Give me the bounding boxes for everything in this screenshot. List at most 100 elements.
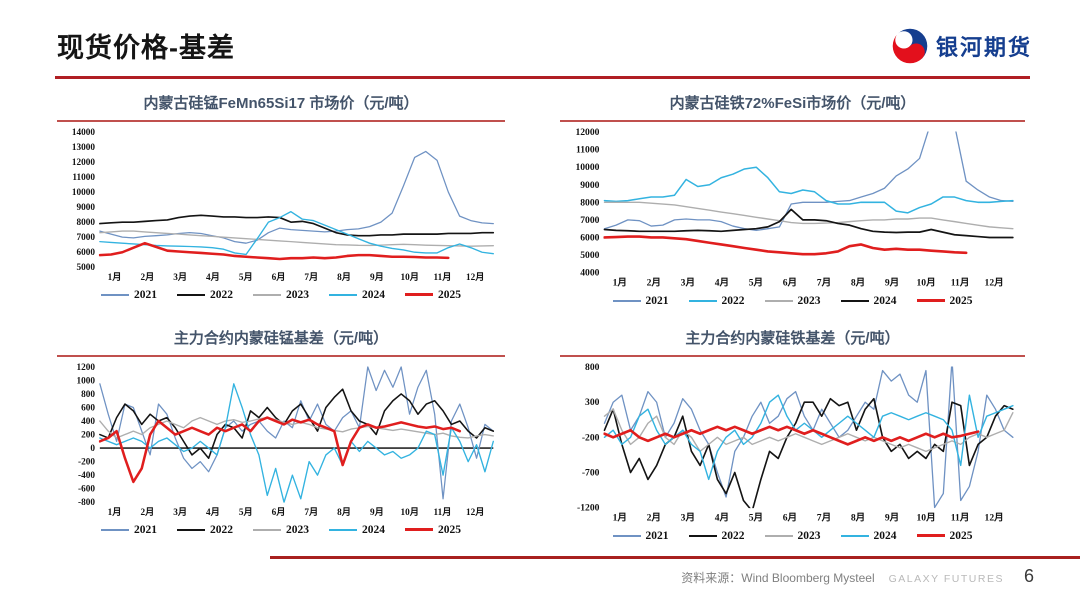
footer: 资料来源：Wind Bloomberg Mysteel GALAXY FUTUR… <box>681 566 1034 587</box>
chart-title: 主力合约内蒙硅锰基差（元/吨） <box>57 323 505 357</box>
series-line-2024 <box>603 394 1014 481</box>
x-tick-label: 6月 <box>783 513 797 524</box>
legend-swatch <box>329 528 357 531</box>
y-tick-label: 1200 <box>76 363 95 373</box>
x-tick-label: 6月 <box>272 507 286 518</box>
series-line-2025 <box>98 241 450 261</box>
legend-item-2025: 2025 <box>916 530 973 542</box>
series-line-2025 <box>603 425 980 446</box>
x-tick-label: 10月 <box>916 278 935 289</box>
y-tick-label: 0 <box>90 444 95 454</box>
series-line-2023 <box>603 201 1014 230</box>
series-line-2021 <box>603 366 1014 509</box>
chart-title: 内蒙古硅铁72%FeSi市场价（元/吨） <box>560 88 1025 122</box>
series-line-2022 <box>99 388 495 459</box>
y-tick-label: 8000 <box>580 197 599 208</box>
legend-label: 2023 <box>286 523 309 536</box>
chart-title: 主力合约内蒙硅铁基差（元/吨） <box>560 323 1025 357</box>
y-tick-label: 200 <box>81 430 95 440</box>
chart-title: 内蒙古硅锰FeMn65Si17 市场价（元/吨） <box>57 88 505 122</box>
x-tick-label: 10月 <box>400 507 418 518</box>
legend-swatch <box>405 528 433 532</box>
line-chart: 12000 11000 10000 9000 8000 7000 6000 5000 4000 1… <box>575 127 1014 289</box>
chart-plot: 14000 13000 12000 11000 10000 9000 8000 7000 600… <box>57 127 505 287</box>
legend-item-2022: 2022 <box>688 529 745 542</box>
series-line-2023 <box>99 416 494 439</box>
series-line-2021 <box>99 366 494 500</box>
y-tick-label: 10000 <box>72 188 96 198</box>
x-tick-label: 3月 <box>173 272 187 283</box>
legend-label: 2023 <box>797 294 821 307</box>
y-tick-label: 1000 <box>76 376 95 386</box>
legend-label: 2021 <box>645 529 669 542</box>
x-tick-label: 3月 <box>681 513 695 524</box>
series-line-2023 <box>603 408 1014 453</box>
header-rule <box>55 76 1030 79</box>
chart-legend: 2021 2022 2023 2024 2025 <box>560 295 1025 307</box>
legend-swatch <box>253 528 281 531</box>
y-tick-label: -200 <box>78 458 95 468</box>
x-tick-label: 11月 <box>433 507 451 518</box>
series-line-2021 <box>99 150 494 244</box>
legend-item-2022: 2022 <box>688 294 745 307</box>
x-tick-label: 6月 <box>783 278 797 289</box>
legend-label: 2023 <box>797 529 821 542</box>
x-tick-label: 11月 <box>951 278 970 289</box>
x-tick-label: 9月 <box>885 278 899 289</box>
y-tick-label: 12000 <box>72 158 96 168</box>
series-line-2022 <box>603 397 1014 509</box>
x-tick-label: 12月 <box>466 507 484 518</box>
y-tick-label: -1200 <box>577 503 600 514</box>
x-tick-label: 3月 <box>681 278 695 289</box>
legend-swatch <box>916 299 945 303</box>
logo-text: 银河期货 <box>935 35 1032 60</box>
x-tick-label: 2月 <box>140 272 154 283</box>
legend-item-2024: 2024 <box>840 295 897 307</box>
x-tick-label: 7月 <box>817 513 831 524</box>
y-tick-label: -200 <box>582 432 600 443</box>
chart-plot: 12000 11000 10000 9000 8000 7000 6000 5000 4000 1… <box>560 127 1025 293</box>
y-tick-label: 5000 <box>76 263 95 273</box>
x-tick-label: 5月 <box>749 278 763 289</box>
legend-swatch <box>688 534 717 537</box>
legend-label: 2025 <box>949 294 973 307</box>
legend-item-2023: 2023 <box>253 524 309 536</box>
y-tick-label: 14000 <box>72 128 96 138</box>
x-tick-label: 12月 <box>985 513 1004 524</box>
legend-swatch <box>253 293 281 296</box>
legend-label: 2022 <box>721 294 745 307</box>
legend-item-2024: 2024 <box>329 524 385 536</box>
legend-swatch <box>612 534 641 537</box>
legend-swatch <box>101 528 129 531</box>
legend-label: 2024 <box>362 523 385 536</box>
legend-label: 2021 <box>645 294 669 307</box>
legend-label: 2025 <box>438 523 461 536</box>
x-tick-label: 11月 <box>433 272 451 283</box>
series-line-2022 <box>99 214 495 237</box>
y-tick-label: 6000 <box>580 232 599 243</box>
y-tick-label: 4000 <box>580 268 599 279</box>
legend-item-2021: 2021 <box>101 524 157 536</box>
chart-legend: 2021 2022 2023 2024 2025 <box>57 524 505 536</box>
x-tick-label: 7月 <box>817 278 831 289</box>
x-tick-label: 10月 <box>916 513 935 524</box>
series-line-2023 <box>99 230 494 247</box>
legend-item-2025: 2025 <box>405 524 461 536</box>
legend-swatch <box>177 293 205 296</box>
y-tick-label: -400 <box>78 471 95 481</box>
source-label: 资料来源：Wind Bloomberg Mysteel <box>681 571 875 585</box>
y-tick-label: 300 <box>585 397 600 408</box>
chart-legend: 2021 2022 2023 2024 2025 <box>560 530 1025 542</box>
legend-label: 2022 <box>721 529 745 542</box>
legend-label: 2025 <box>438 288 461 301</box>
logo: 银河期货 <box>892 28 1032 64</box>
x-tick-label: 2月 <box>647 278 661 289</box>
x-tick-label: 8月 <box>851 513 865 524</box>
x-tick-label: 2月 <box>647 513 661 524</box>
legend-label: 2021 <box>134 288 157 301</box>
legend-item-2023: 2023 <box>253 289 309 301</box>
galaxy-logo-icon <box>892 28 928 64</box>
y-tick-label: -700 <box>582 467 600 478</box>
x-tick-label: 8月 <box>337 272 351 283</box>
